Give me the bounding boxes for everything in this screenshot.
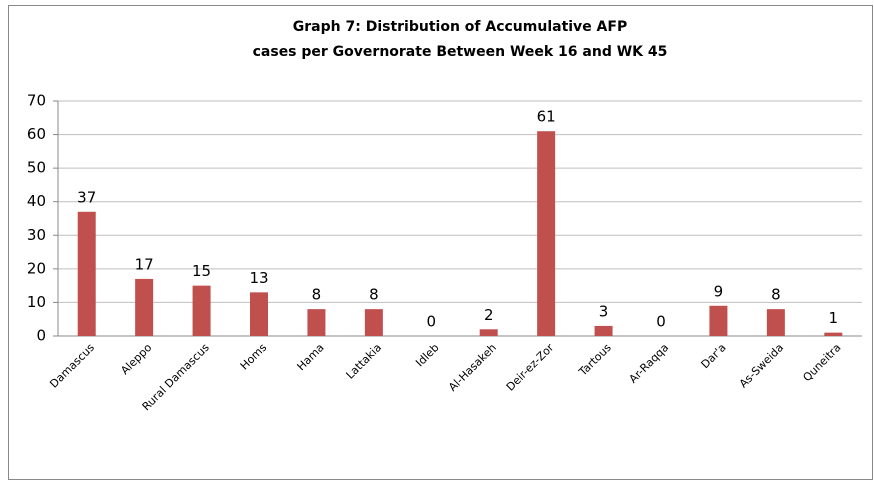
bar — [307, 309, 326, 336]
data-label: 0 — [427, 313, 437, 331]
y-tick-label: 70 — [27, 92, 46, 110]
bar — [766, 309, 785, 336]
chart-title: cases per Governorate Between Week 16 an… — [253, 44, 668, 60]
bar — [77, 211, 96, 336]
data-label: 37 — [77, 188, 96, 206]
bar — [479, 329, 498, 336]
bar — [135, 278, 154, 336]
data-label: 2 — [484, 306, 494, 324]
data-label: 13 — [249, 269, 268, 287]
bar — [250, 292, 268, 336]
data-label: 1 — [829, 309, 839, 327]
data-label: 8 — [312, 286, 322, 304]
bar — [824, 332, 843, 336]
bar — [364, 309, 383, 336]
y-tick-label: 40 — [27, 192, 46, 210]
data-label: 61 — [537, 108, 556, 126]
bar — [594, 325, 613, 336]
data-label: 3 — [599, 302, 609, 320]
data-label: 0 — [656, 313, 666, 331]
y-tick-label: 50 — [27, 159, 46, 177]
data-label: 15 — [192, 262, 211, 280]
chart-border — [8, 5, 873, 480]
data-label: 9 — [714, 282, 724, 300]
y-tick-label: 60 — [27, 125, 46, 143]
data-label: 8 — [369, 286, 379, 304]
chart-title: Graph 7: Distribution of Accumulative AF… — [293, 19, 627, 35]
bar — [537, 131, 556, 336]
y-tick-label: 10 — [27, 293, 46, 311]
data-label: 8 — [771, 286, 781, 304]
data-label: 17 — [135, 255, 154, 273]
bar — [709, 305, 728, 336]
y-tick-label: 20 — [27, 259, 46, 277]
y-tick-label: 30 — [27, 226, 46, 244]
bar — [192, 285, 211, 336]
y-tick-label: 0 — [36, 327, 46, 345]
